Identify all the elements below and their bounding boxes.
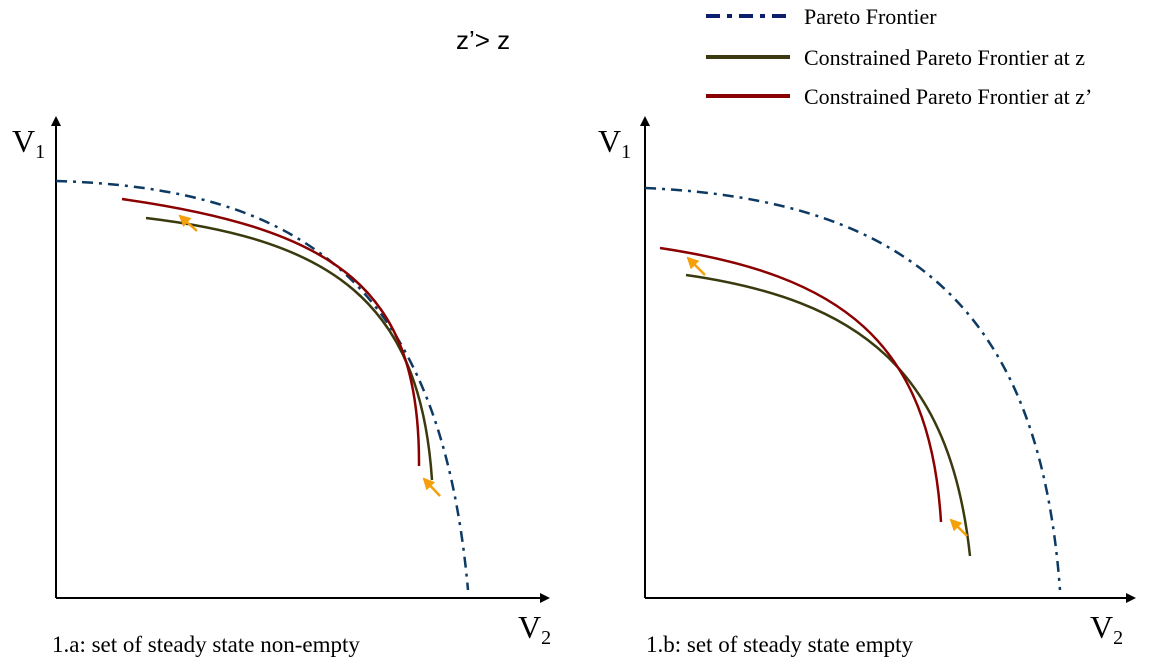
- panel-b-y-label: V1: [598, 123, 631, 163]
- panel-b-constrained-z-curve: [685, 273, 972, 557]
- panel-a: V1 V2 1.a: set of steady state non-empty: [12, 116, 551, 657]
- panel-b-constrained-zprime-curve: [659, 246, 943, 523]
- panel-a-shift-arrow-top: [178, 214, 198, 232]
- panel-a-y-label: V1: [12, 123, 45, 163]
- panel-b-shift-arrow-bottom: [949, 518, 968, 537]
- panel-a-constrained-z-curve: [145, 216, 434, 481]
- legend-label-constrained-zprime: Constrained Pareto Frontier at z’: [804, 84, 1092, 109]
- legend-label-constrained-z: Constrained Pareto Frontier at z: [804, 45, 1085, 70]
- panel-a-pareto-frontier: [55, 179, 470, 591]
- panel-b-shift-arrow-top: [686, 256, 706, 276]
- panel-a-x-label: V2: [518, 609, 551, 649]
- legend-label-pareto: Pareto Frontier: [804, 4, 937, 29]
- legend: Pareto Frontier Constrained Pareto Front…: [706, 4, 1092, 109]
- panel-b: V1 V2 1.b: set of steady state empty: [598, 116, 1136, 657]
- panel-b-caption: 1.b: set of steady state empty: [646, 632, 913, 657]
- panel-b-pareto-frontier: [644, 186, 1062, 591]
- panel-a-shift-arrow-bottom: [422, 477, 441, 497]
- panel-a-caption: 1.a: set of steady state non-empty: [52, 632, 360, 657]
- condition-label: z’> z: [456, 25, 510, 55]
- panel-a-constrained-zprime-curve: [121, 197, 421, 467]
- panel-b-x-label: V2: [1090, 609, 1123, 649]
